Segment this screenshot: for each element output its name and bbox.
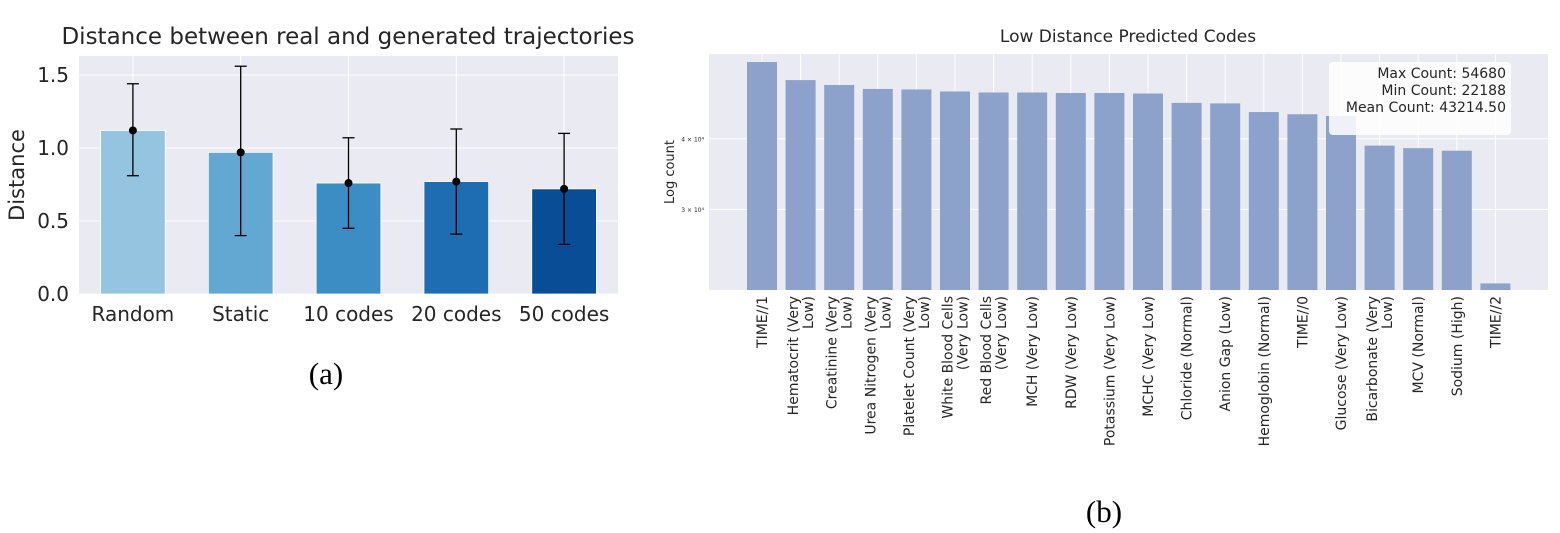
x-tick-label: Bicarbonate (Very — [1365, 296, 1381, 422]
bar — [1326, 115, 1356, 291]
bar — [747, 62, 777, 290]
codes-bars — [747, 62, 1511, 291]
x-tick-label: Urea Nitrogen (Very — [863, 296, 879, 435]
mean-point — [344, 179, 353, 188]
x-tick-label: Chloride (Normal) — [1180, 296, 1196, 420]
y-tick-label: 1.5 — [37, 63, 69, 87]
x-tick-label: White Blood Cells — [941, 296, 957, 419]
y-tick-label: 3 × 10⁴ — [681, 207, 704, 214]
x-tick-label: Creatinine (Very — [825, 296, 841, 409]
y-tick-label: 0.0 — [37, 282, 69, 306]
codes-y-axis-label: Log count — [663, 140, 678, 204]
codes-x-tick-labels: TIME//1 Hematocrit (Very Low) Creatinine (V… — [755, 296, 1504, 446]
panel-label-a: (a) — [309, 356, 343, 391]
x-tick-label: Low) — [1380, 296, 1396, 329]
x-tick-label: MCH (Very Low) — [1025, 296, 1041, 407]
bar — [1017, 92, 1048, 290]
x-tick-label: MCHC (Very Low) — [1141, 296, 1157, 417]
distance-y-tick-labels: 0.0 0.5 1.0 1.5 — [37, 63, 69, 306]
x-tick-label: TIME//2 — [1488, 296, 1504, 349]
bar — [862, 88, 893, 290]
bar — [901, 89, 932, 291]
x-tick-label: Sodium (High) — [1450, 296, 1466, 396]
stats-min-count: Min Count: 22188 — [1381, 83, 1506, 99]
bar — [1364, 145, 1395, 290]
mean-point — [452, 177, 461, 186]
stats-mean-count: Mean Count: 43214.50 — [1346, 100, 1506, 116]
bar — [1403, 148, 1434, 290]
distance-chart-title: Distance between real and generated traj… — [61, 24, 634, 50]
x-tick-label: MCV (Normal) — [1411, 296, 1427, 393]
x-tick-label: Static — [212, 302, 269, 326]
x-tick-label: Low) — [917, 296, 933, 329]
mean-point — [128, 126, 137, 135]
bar — [1248, 112, 1279, 290]
mean-point — [560, 184, 569, 193]
x-tick-label: 50 codes — [519, 302, 609, 326]
bar — [785, 80, 816, 291]
x-tick-label: Low) — [840, 296, 856, 329]
distance-y-axis-label: Distance — [5, 129, 29, 221]
panel-label-b: (b) — [1086, 494, 1122, 529]
x-tick-label: (Very Low) — [956, 296, 972, 370]
mean-point — [236, 148, 245, 157]
x-tick-label: Glucose (Very Low) — [1334, 296, 1350, 430]
y-tick-label: 0.5 — [37, 209, 69, 233]
x-tick-label: (Very Low) — [994, 296, 1010, 370]
codes-stats-box: Max Count: 54680 Min Count: 22188 Mean C… — [1329, 62, 1511, 135]
x-tick-label: Anion Gap (Low) — [1218, 296, 1234, 412]
x-tick-label: RDW (Very Low) — [1064, 296, 1080, 409]
distance-chart: 0.0 0.5 1.0 1.5 Random Static 10 codes 20 code… — [5, 24, 635, 326]
y-tick-label: 1.0 — [37, 136, 69, 160]
x-tick-label: 20 codes — [411, 302, 501, 326]
distance-error-bars — [126, 65, 571, 246]
bar — [824, 84, 855, 291]
x-tick-label: Hematocrit (Very — [786, 296, 802, 415]
stats-max-count: Max Count: 54680 — [1377, 66, 1506, 82]
x-tick-label: Potassium (Very Low) — [1102, 296, 1118, 446]
stats-box-background — [1329, 62, 1511, 135]
x-tick-label: TIME//0 — [1295, 296, 1311, 349]
x-tick-label: Platelet Count (Very — [902, 296, 918, 436]
x-tick-label: Low) — [878, 296, 894, 329]
bar — [1171, 102, 1202, 290]
bar — [940, 91, 970, 290]
x-tick-label: Random — [91, 302, 174, 326]
x-tick-label: Hemoglobin (Normal) — [1257, 296, 1273, 446]
bar — [1480, 283, 1511, 290]
bar — [1094, 92, 1125, 290]
bar — [1441, 150, 1472, 290]
x-tick-label: Low) — [801, 296, 817, 329]
bar — [1055, 92, 1086, 290]
distance-x-tick-labels: Random Static 10 codes 20 codes 50 codes — [91, 302, 609, 326]
y-tick-label: 4 × 10⁴ — [681, 136, 704, 143]
x-tick-label: TIME//1 — [755, 296, 771, 349]
bar — [1210, 103, 1241, 290]
x-tick-label: Red Blood Cells — [979, 296, 995, 404]
x-tick-label: 10 codes — [303, 302, 393, 326]
bar — [978, 92, 1009, 290]
bar — [1287, 114, 1318, 291]
bar — [1133, 93, 1163, 290]
codes-chart-title: Low Distance Predicted Codes — [1000, 27, 1256, 47]
codes-y-tick-labels: 3 × 10⁴ 4 × 10⁴ — [681, 136, 704, 214]
